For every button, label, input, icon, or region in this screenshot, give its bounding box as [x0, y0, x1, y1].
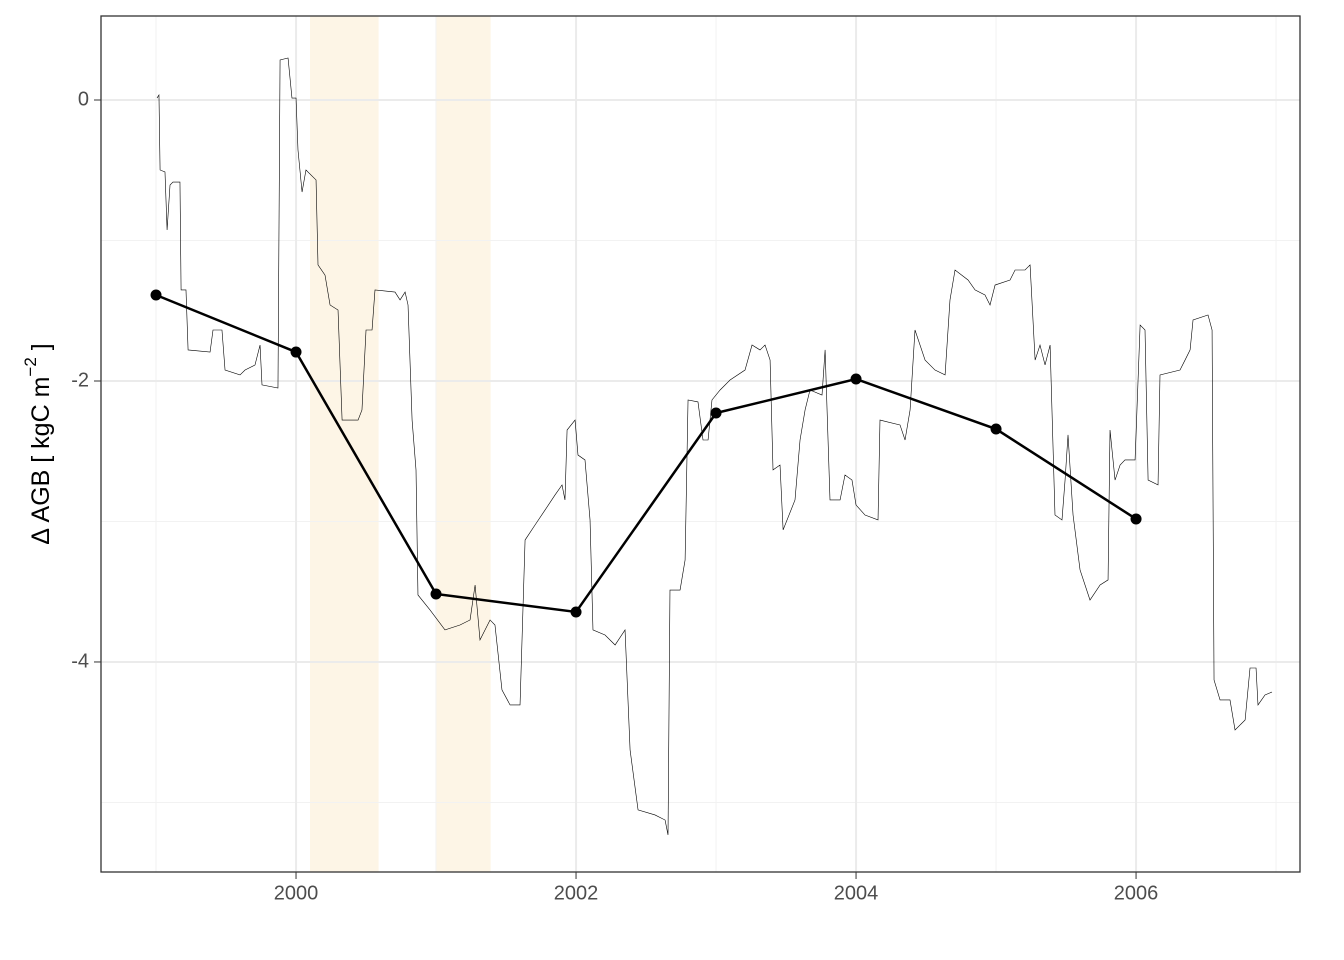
plot-border [100, 15, 1301, 873]
y-label-close: ] [27, 343, 55, 357]
line [156, 57, 1273, 835]
y-axis-label: Δ AGB [ kgC m−2 ] [21, 343, 54, 544]
point [990, 423, 1002, 435]
x-tick-label: 2002 [554, 882, 599, 904]
x-tick-label: 2000 [274, 882, 319, 904]
point [570, 606, 582, 618]
point [850, 373, 862, 385]
line [155, 293, 1137, 614]
point [430, 588, 442, 600]
y-label-text: Δ AGB [ kgC m [27, 377, 55, 545]
y-tick-label: -4 [71, 650, 89, 672]
point [290, 346, 302, 358]
y-tick-label: -2 [71, 369, 89, 391]
point [1130, 513, 1142, 525]
shaded-region [436, 16, 491, 872]
point [150, 289, 162, 301]
x-tick-label: 2006 [1114, 882, 1159, 904]
x-tick-label: 2004 [834, 882, 879, 904]
y-label-superscript: −2 [21, 357, 40, 376]
shaded-region [310, 16, 379, 872]
point [710, 407, 722, 419]
y-tick-label: 0 [78, 88, 89, 110]
